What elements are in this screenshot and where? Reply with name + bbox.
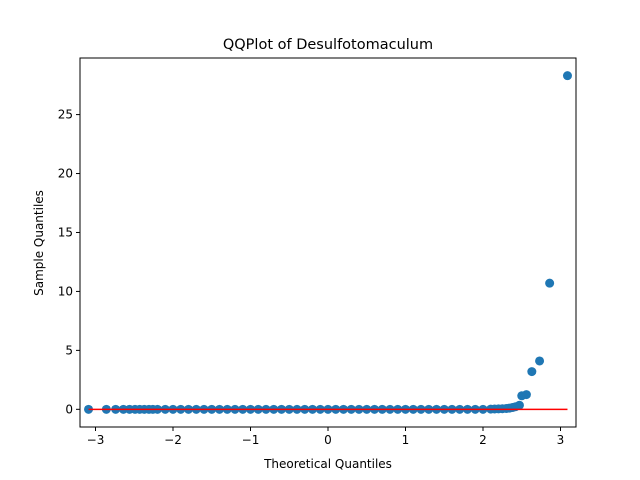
y-tick-label: 5 xyxy=(65,343,73,357)
x-tick-label: −2 xyxy=(164,433,182,447)
x-tick-label: 0 xyxy=(324,433,332,447)
data-point xyxy=(562,71,572,81)
y-axis-label: Sample Quantiles xyxy=(32,190,46,296)
data-point xyxy=(535,356,545,366)
plot-frame xyxy=(79,57,577,428)
data-point xyxy=(514,400,524,410)
y-tick-label: 15 xyxy=(58,225,73,239)
x-tick-label: 2 xyxy=(479,433,487,447)
x-tick-label: 1 xyxy=(402,433,410,447)
x-tick-label: −1 xyxy=(242,433,260,447)
data-point xyxy=(545,278,555,288)
axis-ticks: −3 −2 −1 0 1 2 3 0 5 10 15 20 25 xyxy=(58,108,565,447)
data-point xyxy=(527,367,537,377)
y-tick-label: 25 xyxy=(58,108,73,122)
y-tick-label: 10 xyxy=(58,284,73,298)
x-axis-label: Theoretical Quantiles xyxy=(263,457,392,471)
y-tick-label: 20 xyxy=(58,167,73,181)
x-tick-label: −3 xyxy=(87,433,105,447)
data-point xyxy=(521,390,531,400)
data-points xyxy=(84,71,572,414)
x-tick-label: 3 xyxy=(557,433,565,447)
y-tick-label: 0 xyxy=(65,402,73,416)
chart-title: QQPlot of Desulfotomaculum xyxy=(223,37,433,53)
